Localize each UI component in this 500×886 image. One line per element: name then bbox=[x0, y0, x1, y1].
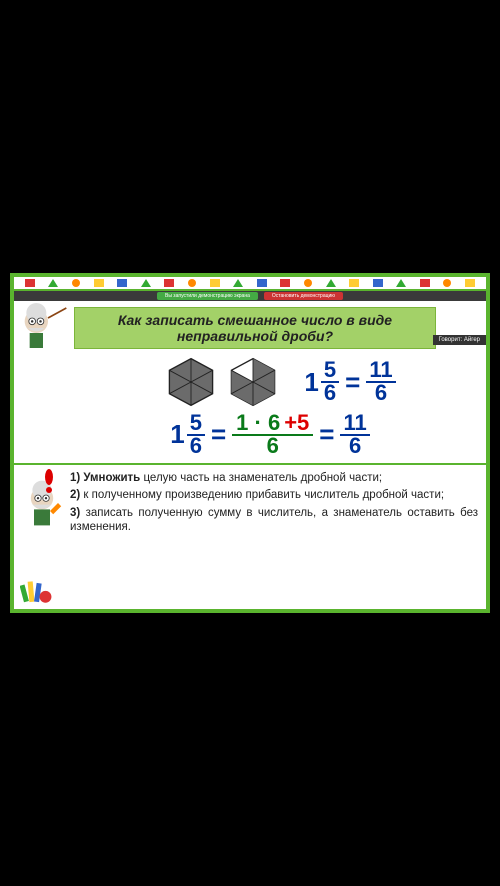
step-2-text: к полученному произведению прибавить чис… bbox=[83, 489, 444, 501]
deco-shape bbox=[164, 279, 174, 287]
title-line-2: неправильной дроби? bbox=[83, 328, 427, 344]
step-2-lead: 2) bbox=[70, 489, 83, 501]
deco-shape bbox=[72, 279, 80, 287]
hexagon-full bbox=[164, 355, 218, 409]
title-line-1: Как записать смешанное число в виде bbox=[83, 312, 427, 328]
eq2-whole: 1 bbox=[170, 419, 184, 450]
deco-shape bbox=[48, 279, 58, 287]
deco-shape bbox=[326, 279, 336, 287]
eq2-denominator: 6 bbox=[187, 436, 205, 457]
deco-shape bbox=[188, 279, 196, 287]
step-3: 3) записать полученную сумму в числитель… bbox=[70, 506, 478, 535]
deco-shape bbox=[257, 279, 267, 287]
professor-illustration-top bbox=[18, 303, 68, 353]
step-2: 2) к полученному произведению прибавить … bbox=[70, 488, 478, 502]
step-1-text: целую часть на знаменатель дробной части… bbox=[143, 472, 382, 484]
exclamation-icon bbox=[42, 469, 56, 493]
title-ribbon: Как записать смешанное число в виде непр… bbox=[74, 307, 436, 349]
equation-2-expanded: 1 5 6 = 1 · 6 +5 6 = 11 6 bbox=[54, 413, 486, 457]
eq1-whole: 1 bbox=[304, 367, 318, 398]
share-status-text: Вы запустили демонстрацию экрана bbox=[157, 292, 258, 300]
speaking-indicator: Говорит: Айгер bbox=[433, 335, 487, 345]
steps-list: 1) Умножить целую часть на знаменатель д… bbox=[14, 463, 486, 544]
deco-shape bbox=[396, 279, 406, 287]
deco-shape bbox=[210, 279, 220, 287]
hexagon-partial bbox=[226, 355, 280, 409]
eq2-product: 1 · 6 bbox=[236, 413, 280, 434]
deco-shape bbox=[443, 279, 451, 287]
screen-share-banner: Вы запустили демонстрацию экрана Останов… bbox=[14, 291, 486, 301]
step-1: 1) Умножить целую часть на знаменатель д… bbox=[70, 471, 478, 485]
deco-shape bbox=[304, 279, 312, 287]
equals-sign: = bbox=[319, 419, 334, 450]
eq1-denominator: 6 bbox=[321, 383, 339, 404]
deco-shape bbox=[373, 279, 383, 287]
equals-sign: = bbox=[345, 367, 360, 398]
step-1-lead: 1) Умножить bbox=[70, 472, 140, 484]
deco-shape bbox=[420, 279, 430, 287]
eq2-plus-term: +5 bbox=[284, 413, 309, 434]
eq1-result-den: 6 bbox=[372, 383, 390, 404]
pencils-icon bbox=[20, 573, 54, 603]
deco-shape bbox=[25, 279, 35, 287]
deco-shape bbox=[94, 279, 104, 287]
slide-container: Вы запустили демонстрацию экрана Останов… bbox=[10, 273, 490, 613]
deco-shape bbox=[465, 279, 475, 287]
equals-sign: = bbox=[211, 419, 226, 450]
deco-shape bbox=[141, 279, 151, 287]
visual-row: 1 5 6 = 11 6 bbox=[74, 355, 486, 409]
step-3-text: записать полученную сумму в числитель, а… bbox=[70, 507, 478, 533]
stop-share-button[interactable]: Остановить демонстрацию bbox=[264, 292, 343, 300]
deco-shape bbox=[280, 279, 290, 287]
deco-shape bbox=[349, 279, 359, 287]
eq2-mid-den: 6 bbox=[263, 436, 283, 457]
eq2-result-den: 6 bbox=[346, 436, 364, 457]
equation-1: 1 5 6 = 11 6 bbox=[304, 360, 395, 404]
deco-shape bbox=[233, 279, 243, 287]
decorative-shape-bar bbox=[14, 277, 486, 291]
step-3-lead: 3) bbox=[70, 507, 86, 519]
deco-shape bbox=[117, 279, 127, 287]
